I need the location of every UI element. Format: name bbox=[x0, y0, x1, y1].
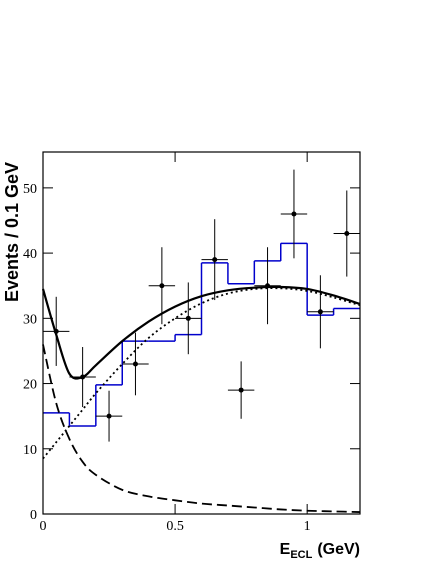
fit-curve bbox=[41, 285, 361, 380]
x-tick-label: 1 bbox=[304, 519, 311, 534]
data-point bbox=[291, 211, 297, 217]
x-label-sub: ECL bbox=[290, 549, 312, 561]
y-tick-label: 20 bbox=[23, 378, 37, 393]
data-point bbox=[80, 374, 86, 380]
data-point bbox=[185, 315, 191, 321]
fit-curve bbox=[42, 344, 361, 513]
y-tick-label: 30 bbox=[23, 312, 37, 327]
data-point bbox=[265, 283, 271, 289]
data-point bbox=[159, 283, 165, 289]
data-point bbox=[212, 257, 218, 263]
data-point bbox=[317, 309, 323, 315]
data-point bbox=[132, 361, 138, 367]
x-tick-label: 0 bbox=[40, 519, 47, 534]
data-point bbox=[106, 413, 112, 419]
data-point bbox=[344, 231, 350, 237]
y-tick-label: 0 bbox=[30, 508, 37, 523]
y-tick-label: 40 bbox=[23, 247, 37, 262]
data-point bbox=[53, 328, 59, 334]
y-tick-label: 10 bbox=[23, 443, 37, 458]
x-tick-label: 0.5 bbox=[166, 519, 184, 534]
y-tick-label: 50 bbox=[23, 182, 37, 197]
x-label-main: E bbox=[280, 541, 291, 558]
x-axis-label: EECL (GeV) bbox=[280, 541, 360, 561]
plot-frame bbox=[42, 151, 361, 515]
y-axis-label: Events / 0.1 GeV bbox=[2, 162, 22, 302]
data-point bbox=[238, 387, 244, 393]
x-label-unit: (GeV) bbox=[317, 541, 360, 558]
